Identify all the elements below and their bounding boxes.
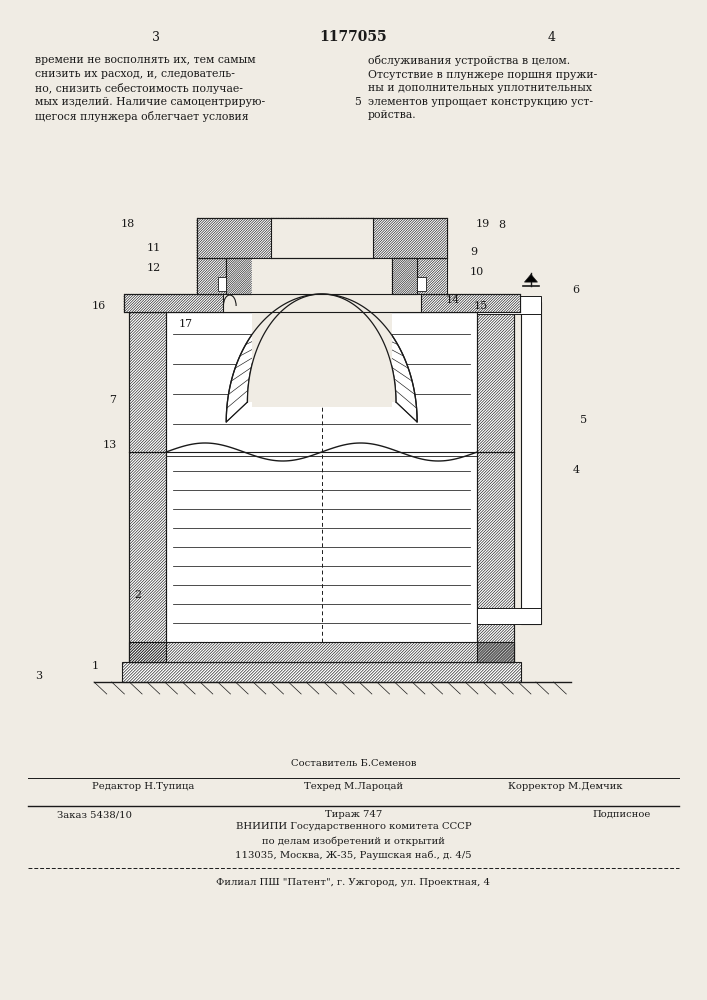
Bar xyxy=(218,277,226,291)
Bar xyxy=(477,452,514,662)
Text: 13: 13 xyxy=(103,440,117,450)
Text: Редактор Н.Тупица: Редактор Н.Тупица xyxy=(92,782,194,791)
Text: 3: 3 xyxy=(151,31,160,44)
Text: ВНИИПИ Государственного комитета СССР: ВНИИПИ Государственного комитета СССР xyxy=(235,822,472,831)
Text: 17: 17 xyxy=(179,319,193,329)
Text: 9: 9 xyxy=(470,247,477,257)
Text: 2: 2 xyxy=(134,590,141,600)
Text: 19: 19 xyxy=(476,219,490,229)
Text: 3: 3 xyxy=(35,671,42,681)
Text: 8: 8 xyxy=(498,220,506,230)
Polygon shape xyxy=(525,274,537,282)
Bar xyxy=(166,452,477,642)
Text: 113035, Москва, Ж-35, Раушская наб., д. 4/5: 113035, Москва, Ж-35, Раушская наб., д. … xyxy=(235,851,472,860)
Text: Тираж 747: Тираж 747 xyxy=(325,810,382,819)
Text: Техред М.Лароцай: Техред М.Лароцай xyxy=(304,782,403,791)
Bar xyxy=(417,258,447,294)
Text: 7: 7 xyxy=(110,395,117,405)
Text: Подписное: Подписное xyxy=(592,810,650,819)
Bar xyxy=(271,218,373,258)
Polygon shape xyxy=(226,294,417,422)
Bar xyxy=(521,302,541,624)
Bar xyxy=(392,258,417,294)
Text: 12: 12 xyxy=(146,263,160,273)
Bar xyxy=(197,258,226,294)
Text: времени не восполнять их, тем самым
снизить их расход, и, следователь-
но, снизи: времени не восполнять их, тем самым сниз… xyxy=(35,55,265,122)
Text: 1: 1 xyxy=(92,661,99,671)
Text: Заказ 5438/10: Заказ 5438/10 xyxy=(57,810,132,819)
Text: 5: 5 xyxy=(580,415,587,425)
Bar xyxy=(166,312,477,452)
Bar xyxy=(477,312,514,452)
Text: 15: 15 xyxy=(474,301,488,311)
Text: Корректор М.Демчик: Корректор М.Демчик xyxy=(508,782,622,791)
Bar xyxy=(124,294,520,312)
Bar xyxy=(197,218,447,258)
Bar xyxy=(417,277,426,291)
Text: 4: 4 xyxy=(547,31,556,44)
Text: 5: 5 xyxy=(354,97,361,107)
Text: 16: 16 xyxy=(91,301,105,311)
Text: 6: 6 xyxy=(573,285,580,295)
Text: по делам изобретений и открытий: по делам изобретений и открытий xyxy=(262,837,445,846)
Text: 11: 11 xyxy=(146,243,160,253)
Bar xyxy=(223,294,421,312)
Bar xyxy=(477,608,541,624)
Text: 18: 18 xyxy=(121,219,135,229)
Text: 1177055: 1177055 xyxy=(320,30,387,44)
Text: обслуживания устройства в целом.
Отсутствие в плунжере поршня пружи-
ны и дополн: обслуживания устройства в целом. Отсутст… xyxy=(368,55,597,120)
Text: 10: 10 xyxy=(470,267,484,277)
Bar xyxy=(252,258,392,407)
Bar xyxy=(477,296,541,314)
Text: 14: 14 xyxy=(445,295,460,305)
Text: Составитель Б.Семенов: Составитель Б.Семенов xyxy=(291,759,416,768)
Bar xyxy=(122,662,521,682)
Text: 4: 4 xyxy=(573,465,580,475)
Text: Филиал ПШ "Патент", г. Ужгород, ул. Проектная, 4: Филиал ПШ "Патент", г. Ужгород, ул. Прое… xyxy=(216,878,491,887)
Bar xyxy=(129,312,166,452)
Bar xyxy=(129,452,166,662)
Bar xyxy=(226,258,252,294)
Bar xyxy=(129,642,514,662)
Polygon shape xyxy=(247,294,396,402)
